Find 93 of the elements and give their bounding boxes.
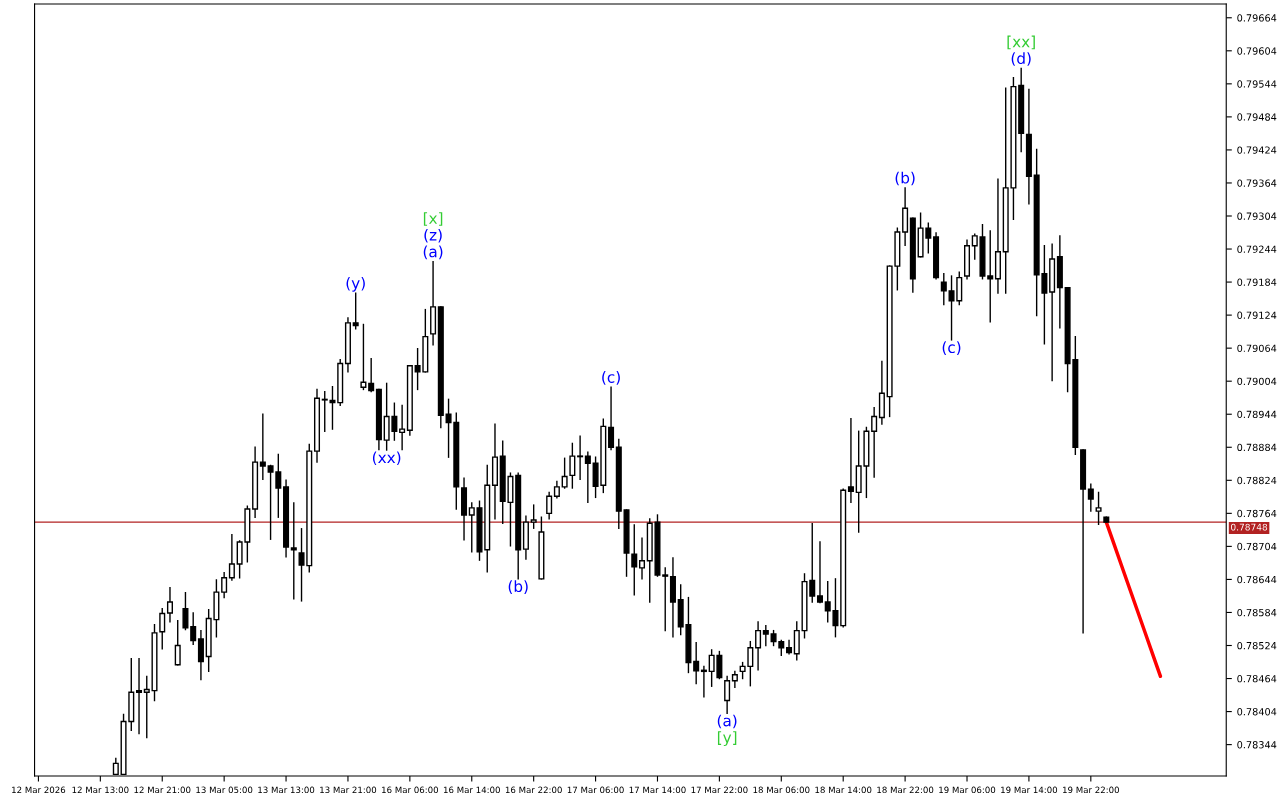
- candlestick: [577, 435, 584, 480]
- x-tick-label: 13 Mar 05:00: [196, 786, 253, 794]
- annotation: (z): [424, 228, 442, 243]
- x-tick-label: 18 Mar 14:00: [815, 786, 872, 794]
- y-tick-label: 0.79064: [1237, 344, 1277, 352]
- x-tick-label: 18 Mar 22:00: [877, 786, 934, 794]
- y-tick-label: 0.79004: [1237, 377, 1277, 386]
- candlestick: [731, 670, 738, 689]
- candlestick: [569, 442, 576, 489]
- annotation: (xx): [372, 451, 401, 466]
- y-tick-label: 0.78824: [1237, 476, 1277, 485]
- candlestick: [136, 658, 143, 735]
- x-tick-label: 17 Mar 22:00: [691, 786, 748, 794]
- x-tick-label: 19 Mar 06:00: [939, 786, 996, 794]
- y-tick-label: 0.78404: [1237, 708, 1277, 716]
- y-tick-label: 0.79124: [1237, 311, 1277, 319]
- x-tick-label: 12 Mar 21:00: [134, 786, 191, 794]
- y-tick-label: 0.79424: [1237, 146, 1277, 154]
- x-tick-label: 17 Mar 06:00: [567, 786, 624, 794]
- y-tick-label: 0.79544: [1237, 80, 1277, 88]
- y-tick-label: 0.78764: [1237, 509, 1277, 518]
- x-tick-label: 13 Mar 13:00: [258, 786, 315, 794]
- candlestick: [182, 591, 189, 631]
- annotation: (c): [602, 371, 620, 385]
- candlestick: [871, 406, 878, 478]
- y-tick-label: 0.79484: [1237, 113, 1277, 121]
- annotation: [x]: [423, 212, 443, 226]
- y-tick-label: 0.79304: [1237, 212, 1277, 220]
- annotation: (c): [942, 341, 961, 355]
- x-tick-label: 16 Mar 06:00: [382, 786, 439, 794]
- candlestick: [290, 502, 297, 600]
- candlestick: [1095, 491, 1102, 526]
- candlestick: [847, 417, 854, 504]
- annotation: (b): [895, 171, 915, 186]
- candlestick: [693, 642, 700, 685]
- y-tick-label: 0.79244: [1237, 245, 1277, 253]
- candlestick: [584, 451, 591, 504]
- candlestick: [159, 607, 166, 650]
- candlestick: [755, 621, 762, 671]
- candlestick: [399, 404, 406, 451]
- x-tick-label: 17 Mar 14:00: [629, 786, 686, 794]
- y-tick-label: 0.79364: [1237, 179, 1277, 187]
- candlestick: [360, 323, 367, 391]
- y-tick-label: 0.78884: [1237, 443, 1277, 452]
- candlestick: [228, 534, 235, 581]
- x-tick-label: 12 Mar 13:00: [72, 786, 129, 794]
- annotation: (y): [346, 276, 365, 292]
- candlestick: [174, 620, 181, 666]
- annotation: (d): [1011, 52, 1031, 66]
- y-tick-label: 0.79664: [1237, 14, 1277, 22]
- candlestick: [546, 491, 553, 520]
- candlestick: [724, 675, 731, 714]
- y-tick-label: 0.78644: [1237, 575, 1277, 584]
- y-tick-label: 0.79604: [1237, 47, 1277, 55]
- y-tick-label: 0.78524: [1237, 641, 1277, 650]
- annotation: (a): [423, 245, 443, 260]
- candlestick: [166, 586, 173, 623]
- candlestick: [221, 572, 228, 599]
- x-tick-label: 13 Mar 21:00: [320, 786, 377, 794]
- x-tick-label: 16 Mar 14:00: [443, 786, 500, 794]
- candlestick: [1087, 483, 1094, 512]
- x-tick-label: 18 Mar 06:00: [753, 786, 810, 794]
- candlestick: [561, 457, 568, 489]
- annotation: (a): [717, 714, 737, 729]
- candlestick: [197, 629, 204, 681]
- y-tick-label: 0.79184: [1237, 278, 1277, 286]
- candlestick: [368, 357, 375, 393]
- candlestick: [608, 386, 615, 451]
- candlestick: [940, 273, 947, 306]
- y-tick-label: 0.78944: [1237, 410, 1277, 419]
- annotation: (b): [508, 580, 528, 594]
- annotation: [xx]: [1007, 35, 1035, 50]
- y-tick-label: 0.78704: [1237, 542, 1277, 551]
- x-tick-label: 16 Mar 22:00: [505, 786, 562, 794]
- candlestick: [662, 567, 669, 632]
- candlestick: [638, 537, 646, 580]
- candlestick: [902, 187, 909, 246]
- candlestick: [259, 413, 266, 480]
- y-tick-label: 0.78464: [1237, 675, 1277, 683]
- candlestick: [762, 624, 769, 647]
- line-series: [1104, 520, 1163, 679]
- x-tick-label: 19 Mar 22:00: [1063, 786, 1119, 794]
- annotation: [y]: [717, 731, 737, 747]
- candlestick: [352, 292, 359, 330]
- candlestick: [816, 541, 824, 604]
- x-tick-label: 12 Mar 2026: [12, 786, 66, 794]
- ref-line-label: 0.78748: [1231, 523, 1268, 531]
- candlestick: [530, 504, 537, 529]
- candlestick: [700, 665, 707, 698]
- x-tick-label: 19 Mar 14:00: [1001, 786, 1058, 794]
- candlestick: [190, 612, 197, 646]
- y-tick-label: 0.78344: [1237, 741, 1277, 749]
- y-tick-label: 0.78584: [1237, 608, 1277, 617]
